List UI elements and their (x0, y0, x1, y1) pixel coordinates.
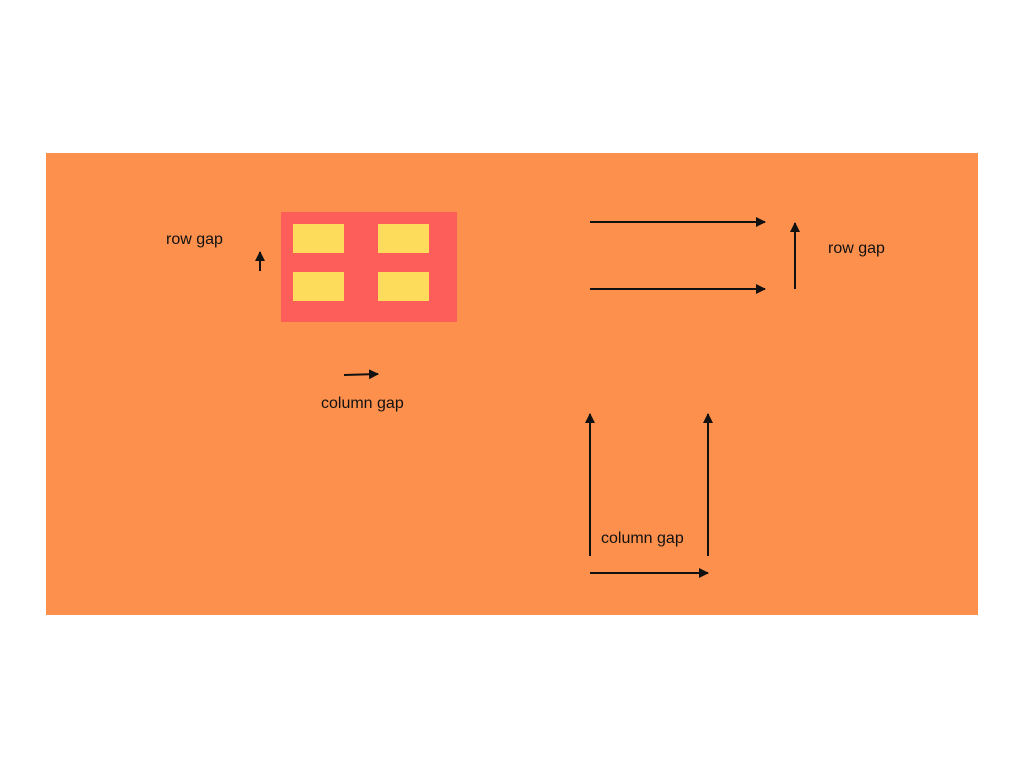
grid-container (281, 212, 457, 322)
grid-cell (293, 224, 344, 253)
row-gap-label-left: row gap (166, 231, 223, 248)
column-gap-label-left: column gap (321, 395, 404, 412)
row-gap-label-right: row gap (828, 240, 885, 257)
grid-cell (378, 272, 429, 301)
grid-cell (378, 224, 429, 253)
column-gap-label-right: column gap (601, 530, 684, 547)
diagram-canvas (46, 153, 978, 615)
grid-cell (293, 272, 344, 301)
